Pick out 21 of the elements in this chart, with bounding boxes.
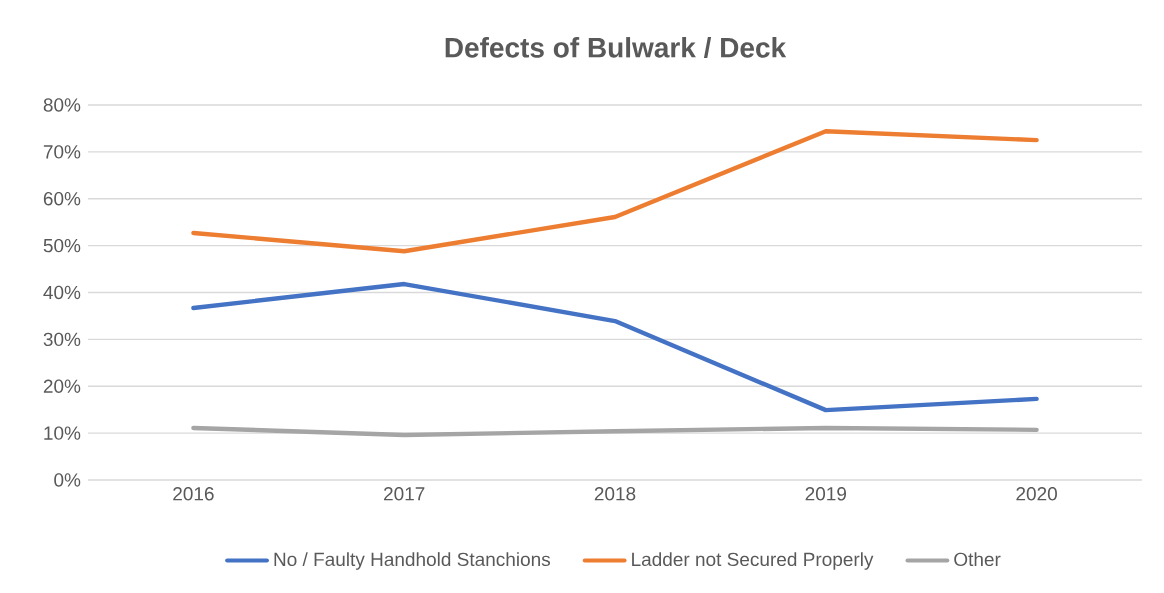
x-tick-label: 2020 <box>1016 487 1057 501</box>
y-tick-label: 30% <box>43 332 81 347</box>
y-tick-label: 40% <box>43 285 81 300</box>
y-tick-label: 80% <box>43 98 81 112</box>
line-series <box>191 129 1039 254</box>
legend-label: Ladder not Secured Properly <box>632 552 874 570</box>
chart-title: Defects of Bulwark / Deck <box>445 37 787 58</box>
x-tick-label: 2016 <box>173 487 214 501</box>
line-series <box>191 425 1039 438</box>
y-tick-label: 0% <box>54 473 81 487</box>
legend-label: No / Faulty Handhold Stanchions <box>274 552 550 570</box>
y-tick-label: 10% <box>44 426 81 440</box>
legend-label: Other <box>954 552 1001 567</box>
x-tick-label: 2017 <box>384 487 425 501</box>
y-tick-label: 20% <box>43 379 81 393</box>
line-series <box>191 281 1039 413</box>
y-tick-label: 70% <box>43 145 81 159</box>
x-tick-label: 2018 <box>594 487 636 501</box>
y-tick-label: 60% <box>43 192 81 206</box>
x-tick-label: 2019 <box>805 487 847 501</box>
y-tick-label: 50% <box>43 238 81 253</box>
